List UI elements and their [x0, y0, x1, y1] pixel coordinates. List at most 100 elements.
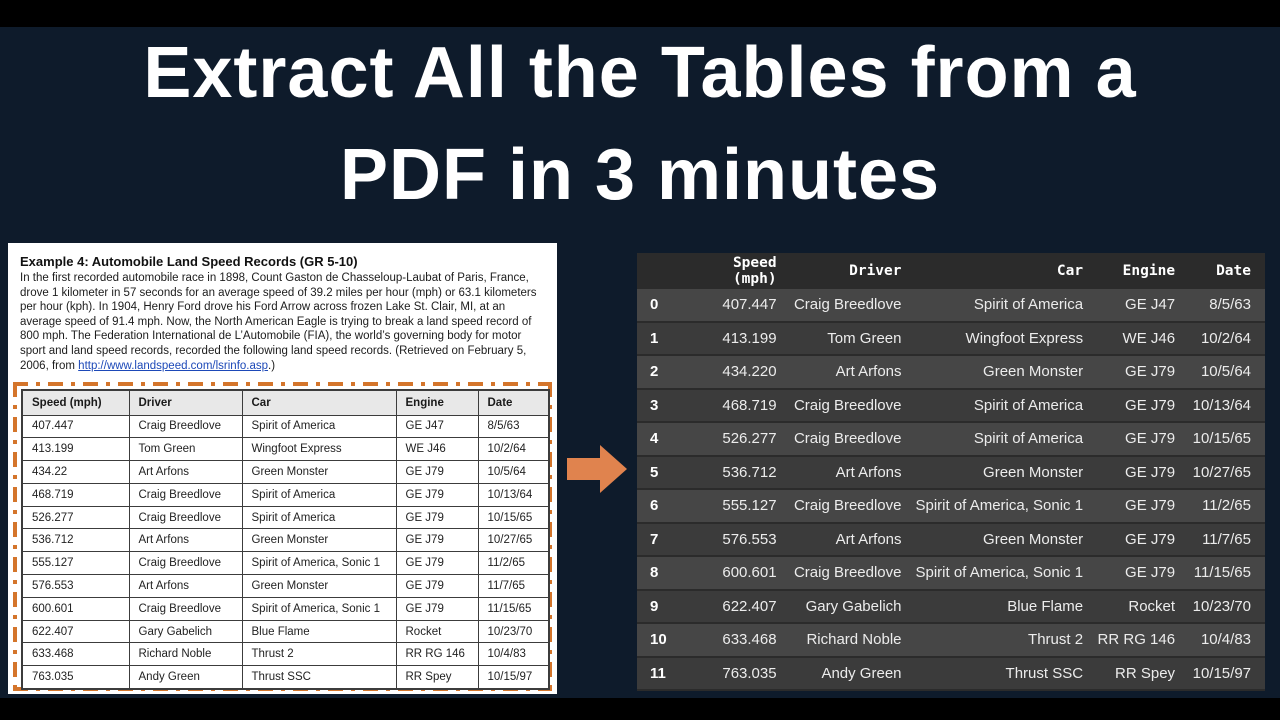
pdf-table-cell: Spirit of America: [241, 505, 397, 530]
dataframe-cell: Tom Green: [790, 322, 916, 354]
pdf-table-cell: Tom Green: [128, 437, 243, 462]
dataframe-cell: 10/15/65: [1189, 423, 1265, 455]
dataframe-cell: GE J79: [1097, 523, 1190, 555]
pdf-table-cell: Craig Breedlove: [128, 551, 243, 576]
dataframe-cell: 526.277: [681, 423, 791, 455]
pdf-table-cell: Craig Breedlove: [128, 414, 243, 439]
pdf-table-header-row: Speed (mph) Driver Car Engine Date: [21, 389, 550, 416]
pdf-paragraph-suffix: .): [268, 359, 276, 372]
dataframe-cell: Green Monster: [915, 456, 1098, 488]
dataframe-cell: 11/2/65: [1189, 490, 1265, 522]
pdf-table-row: 763.035 Andy Green Thrust SSC RR Spey 10/15/…: [21, 665, 550, 690]
dataframe-index-cell: 3: [637, 389, 682, 421]
pdf-table-row: 622.407 Gary Gabelich Blue Flame Rocket 10/2…: [21, 619, 550, 644]
dataframe-index-cell: 10: [637, 624, 682, 656]
pdf-table-cell: GE J79: [395, 460, 479, 484]
dataframe-cell: Art Arfons: [790, 356, 916, 388]
dataframe-column-header: Driver: [849, 263, 902, 279]
pdf-table-body: 407.447 Craig Breedlove Spirit of America G…: [21, 414, 550, 690]
dataframe-index-cell: 2: [637, 356, 682, 388]
dataframe-index-cell: 7: [637, 523, 682, 555]
dataframe-cell: 10/4/83: [1189, 624, 1265, 656]
dataframe-cell: Craig Breedlove: [790, 289, 916, 321]
pdf-table-row: 555.127 Craig Breedlove Spirit of America,…: [21, 551, 550, 576]
pdf-table-cell: Spirit of America: [241, 414, 397, 439]
dataframe-cell: 576.553: [681, 523, 791, 555]
dataframe-cell: Andy Green: [790, 657, 916, 689]
dataframe-cell: Art Arfons: [790, 523, 916, 555]
dataframe-body: 0 407.447 Craig Breedlove Spirit of America…: [637, 289, 1265, 689]
dataframe-cell: Craig Breedlove: [790, 557, 916, 589]
dataframe-cell: 8/5/63: [1189, 289, 1265, 321]
dataframe-cell: 434.220: [681, 356, 791, 388]
pdf-table-cell: Rocket: [395, 619, 479, 644]
dataframe-cell: Thrust SSC: [915, 657, 1098, 689]
dataframe-cell: GE J79: [1097, 490, 1190, 522]
pdf-table-cell: 468.719: [21, 482, 130, 507]
dataframe-row: 4 526.277 Craig Breedlove Spirit of America…: [637, 423, 1265, 455]
pdf-table-cell: 434.22: [21, 460, 130, 484]
dataframe-cell: 555.127: [681, 490, 791, 522]
dataframe-cell: Art Arfons: [790, 456, 916, 488]
dataframe-cell: 413.199: [681, 322, 791, 354]
dataframe-cell: Spirit of America: [915, 289, 1098, 321]
pdf-table-cell: 407.447: [21, 414, 130, 439]
pdf-table-cell: 633.468: [21, 642, 130, 667]
pdf-table-cell: Green Monster: [241, 528, 397, 553]
dataframe-index-cell: 1: [637, 322, 682, 354]
dataframe-row: 1 413.199 Tom Green Wingfoot Express WE J46 1…: [637, 322, 1265, 354]
dataframe-row: 2 434.220 Art Arfons Green Monster GE J79 10/…: [637, 356, 1265, 388]
dataframe-cell: Spirit of America: [915, 423, 1098, 455]
pdf-table-cell: Gary Gabelich: [128, 619, 243, 644]
pdf-table-cell: 555.127: [21, 551, 130, 576]
dataframe-row: 5 536.712 Art Arfons Green Monster GE J79 10/…: [637, 456, 1265, 488]
pdf-table-cell: Craig Breedlove: [128, 505, 243, 530]
dataframe-cell: 10/13/64: [1189, 389, 1265, 421]
pdf-table-cell: 8/5/63: [477, 414, 550, 439]
dataframe-column-header: Date: [1216, 263, 1251, 279]
pdf-hyperlink[interactable]: http://www.landspeed.com/lsrinfo.asp: [78, 359, 269, 372]
pdf-table-cell: GE J79: [395, 505, 479, 530]
dataframe-cell: Spirit of America: [915, 389, 1098, 421]
pdf-table-cell: 11/2/65: [477, 551, 550, 576]
pdf-table-header: Speed (mph) Driver Car Engine Date: [21, 389, 550, 416]
dataframe-column-header: Engine: [1122, 263, 1176, 279]
pdf-table-cell: GE J79: [395, 482, 479, 507]
pdf-table-cell: 10/27/65: [477, 528, 550, 553]
highlighted-table-region: Speed (mph) Driver Car Engine Date 407.447 Cr…: [13, 382, 552, 691]
dataframe-cell: Craig Breedlove: [790, 490, 916, 522]
dataframe-cell: 622.407: [681, 590, 791, 622]
pdf-example-heading: Example 4: Automobile Land Speed Records…: [20, 254, 358, 269]
dataframe-cell: 600.601: [681, 557, 791, 589]
pdf-table-cell: 11/15/65: [477, 596, 550, 621]
dataframe-cell: 10/27/65: [1189, 456, 1265, 488]
dataframe-row: 7 576.553 Art Arfons Green Monster GE J79 11/…: [637, 523, 1265, 555]
pdf-table-cell: Richard Noble: [128, 642, 243, 667]
pdf-table-cell: Craig Breedlove: [128, 482, 243, 507]
pdf-table-cell: Wingfoot Express: [241, 437, 397, 462]
dataframe-cell: GE J47: [1097, 289, 1190, 321]
pdf-table-cell: 526.277: [21, 505, 130, 530]
dataframe-cell: 468.719: [681, 389, 791, 421]
pdf-table-cell: Craig Breedlove: [128, 596, 243, 621]
pdf-table-cell: GE J79: [395, 574, 479, 598]
pdf-table-column-header: Driver: [128, 389, 243, 416]
pdf-table-cell: 413.199: [21, 437, 130, 462]
dataframe-index-cell: 6: [637, 490, 682, 522]
dataframe-index-cell: 9: [637, 590, 682, 622]
pdf-table-cell: Blue Flame: [241, 619, 397, 644]
pdf-table-column-header: Car: [241, 389, 397, 416]
pdf-table-cell: Green Monster: [241, 574, 397, 598]
dataframe-cell: GE J79: [1097, 423, 1190, 455]
pdf-table-cell: Thrust 2: [241, 642, 397, 667]
pdf-table-cell: 622.407: [21, 619, 130, 644]
pdf-table-row: 526.277 Craig Breedlove Spirit of America G…: [21, 505, 550, 530]
pdf-table-row: 633.468 Richard Noble Thrust 2 RR RG 146 10/…: [21, 642, 550, 667]
dataframe-row: 8 600.601 Craig Breedlove Spirit of America…: [637, 557, 1265, 589]
pdf-table-cell: GE J79: [395, 596, 479, 621]
pdf-table-cell: Green Monster: [241, 460, 397, 484]
dataframe-cell: 11/7/65: [1189, 523, 1265, 555]
dataframe-cell: 633.468: [681, 624, 791, 656]
letterbox-bottom-bar: [0, 698, 1280, 720]
dataframe-index-cell: 5: [637, 456, 682, 488]
